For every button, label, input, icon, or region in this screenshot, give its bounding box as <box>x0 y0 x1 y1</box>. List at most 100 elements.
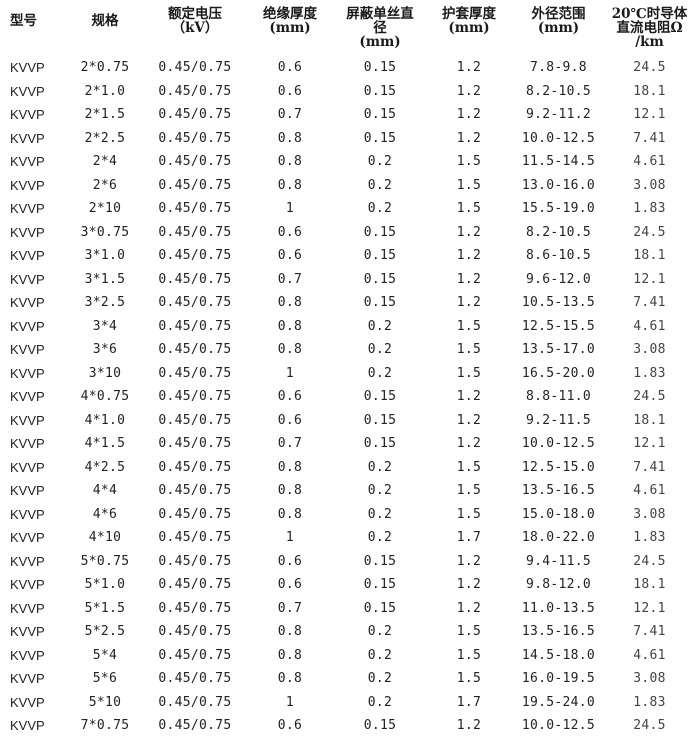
cell-spec: 2*4 <box>92 154 118 170</box>
cell-model: KVVP <box>10 295 45 311</box>
cell-shield: 0.15 <box>363 107 397 123</box>
cell-resistance: 24.5 <box>633 389 666 405</box>
cell-resistance: 1.83 <box>633 365 666 381</box>
cell-spec: 4*10 <box>88 530 122 546</box>
cell-resistance: 12.1 <box>633 271 666 287</box>
cell-insulation: 1 <box>285 201 295 217</box>
cell-spec: 4*2.5 <box>84 459 126 475</box>
cell-insulation: 1 <box>285 694 295 710</box>
cell-voltage: 0.45/0.75 <box>158 647 232 663</box>
cell-outer-diameter: 9.2-11.2 <box>525 107 591 123</box>
cell-model: KVVP <box>10 506 45 522</box>
cell-outer-diameter: 11.0-13.5 <box>521 600 596 616</box>
cell-insulation: 0.7 <box>277 436 303 452</box>
cell-voltage: 0.45/0.75 <box>158 177 232 193</box>
cell-sheath: 1.2 <box>456 389 482 405</box>
cell-voltage: 0.45/0.75 <box>158 412 232 428</box>
cell-shield: 0.2 <box>367 318 393 334</box>
cell-shield: 0.2 <box>367 483 393 499</box>
cell-outer-diameter: 15.0-18.0 <box>521 506 596 522</box>
table-row: KVVP 2*0.75 0.45/0.75 0.6 0.15 1.2 7.8-9.8 24.5 <box>0 56 692 80</box>
cell-shield: 0.15 <box>363 130 397 146</box>
cell-outer-diameter: 9.8-12.0 <box>525 577 591 593</box>
cell-shield: 0.15 <box>363 83 397 99</box>
cell-shield: 0.2 <box>367 177 393 193</box>
cell-resistance: 3.08 <box>633 177 666 193</box>
cell-outer-diameter: 11.5-14.5 <box>521 154 596 170</box>
table-row: KVVP 5*6 0.45/0.75 0.8 0.2 1.5 16.0-19.5 3.08 <box>0 667 692 691</box>
cell-spec: 3*10 <box>88 365 122 381</box>
cell-voltage: 0.45/0.75 <box>158 271 232 287</box>
cell-sheath: 1.2 <box>456 553 482 569</box>
cell-spec: 2*6 <box>92 177 118 193</box>
cell-voltage: 0.45/0.75 <box>158 694 232 710</box>
cell-model: KVVP <box>10 412 45 428</box>
cell-sheath: 1.2 <box>456 718 482 734</box>
cell-spec: 4*1.5 <box>84 436 126 452</box>
cell-insulation: 0.8 <box>277 342 303 358</box>
cell-voltage: 0.45/0.75 <box>158 718 232 734</box>
table-row: KVVP 2*10 0.45/0.75 1 0.2 1.5 15.5-19.0 1.83 <box>0 197 692 221</box>
cell-model: KVVP <box>10 600 45 616</box>
cell-sheath: 1.5 <box>456 342 482 358</box>
cell-spec: 4*0.75 <box>80 389 130 405</box>
cell-shield: 0.15 <box>363 600 397 616</box>
cell-sheath: 1.2 <box>456 224 482 240</box>
cell-sheath: 1.2 <box>456 295 482 311</box>
cell-sheath: 1.2 <box>456 83 482 99</box>
cell-outer-diameter: 18.0-22.0 <box>521 530 596 546</box>
cell-spec: 3*0.75 <box>80 224 130 240</box>
cell-insulation: 0.6 <box>277 389 303 405</box>
cell-resistance: 7.41 <box>633 295 666 311</box>
cell-sheath: 1.7 <box>456 694 482 710</box>
cell-sheath: 1.5 <box>456 459 482 475</box>
cell-insulation: 0.6 <box>277 83 303 99</box>
cell-insulation: 0.6 <box>277 412 303 428</box>
cell-voltage: 0.45/0.75 <box>158 295 232 311</box>
cell-spec: 3*1.0 <box>84 248 126 264</box>
cell-spec: 3*4 <box>92 318 118 334</box>
cell-resistance: 24.5 <box>633 60 666 76</box>
table-row: KVVP 5*2.5 0.45/0.75 0.8 0.2 1.5 13.5-16.5 7.41 <box>0 620 692 644</box>
table-row: KVVP 4*10 0.45/0.75 1 0.2 1.7 18.0-22.0 1.83 <box>0 526 692 550</box>
cell-voltage: 0.45/0.75 <box>158 201 232 217</box>
cell-shield: 0.15 <box>363 718 397 734</box>
cell-spec: 5*4 <box>92 647 118 663</box>
cell-resistance: 24.5 <box>633 224 666 240</box>
table-row: KVVP 5*10 0.45/0.75 1 0.2 1.7 19.5-24.0 1.83 <box>0 691 692 715</box>
cell-voltage: 0.45/0.75 <box>158 389 232 405</box>
cell-voltage: 0.45/0.75 <box>158 624 232 640</box>
cell-insulation: 0.6 <box>277 60 303 76</box>
cell-insulation: 0.8 <box>277 506 303 522</box>
cell-voltage: 0.45/0.75 <box>158 83 232 99</box>
cell-spec: 5*1.5 <box>84 600 126 616</box>
header-sheath: 护套厚度 (mm) <box>442 6 496 36</box>
cell-insulation: 0.8 <box>277 154 303 170</box>
cell-voltage: 0.45/0.75 <box>158 224 232 240</box>
cell-resistance: 12.1 <box>633 600 666 616</box>
cell-shield: 0.2 <box>367 201 393 217</box>
cell-sheath: 1.5 <box>456 177 482 193</box>
cell-resistance: 24.5 <box>633 553 666 569</box>
cell-model: KVVP <box>10 577 45 593</box>
cell-voltage: 0.45/0.75 <box>158 459 232 475</box>
cell-model: KVVP <box>10 83 45 99</box>
cell-spec: 4*4 <box>92 483 118 499</box>
cell-resistance: 3.08 <box>633 671 666 687</box>
cell-shield: 0.2 <box>367 530 393 546</box>
cell-outer-diameter: 13.5-16.5 <box>521 483 596 499</box>
cell-voltage: 0.45/0.75 <box>158 130 232 146</box>
cell-resistance: 24.5 <box>633 718 666 734</box>
cell-sheath: 1.5 <box>456 671 482 687</box>
cell-outer-diameter: 12.5-15.0 <box>521 459 596 475</box>
cell-resistance: 7.41 <box>633 130 666 146</box>
table-row: KVVP 7*0.75 0.45/0.75 0.6 0.15 1.2 10.0-12.5 24… <box>0 714 692 738</box>
cell-shield: 0.2 <box>367 506 393 522</box>
cell-outer-diameter: 9.2-11.5 <box>525 412 591 428</box>
cell-model: KVVP <box>10 624 45 640</box>
cell-outer-diameter: 13.5-17.0 <box>521 342 596 358</box>
cell-outer-diameter: 10.5-13.5 <box>521 295 596 311</box>
cell-shield: 0.2 <box>367 459 393 475</box>
cell-voltage: 0.45/0.75 <box>158 553 232 569</box>
cell-sheath: 1.5 <box>456 483 482 499</box>
